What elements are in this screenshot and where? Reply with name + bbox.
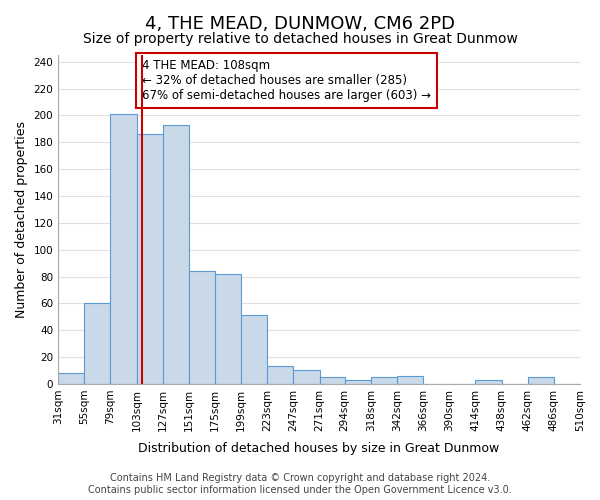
Text: 4, THE MEAD, DUNMOW, CM6 2PD: 4, THE MEAD, DUNMOW, CM6 2PD <box>145 15 455 33</box>
Bar <box>320 377 344 384</box>
Text: 4 THE MEAD: 108sqm
← 32% of detached houses are smaller (285)
67% of semi-detach: 4 THE MEAD: 108sqm ← 32% of detached hou… <box>142 59 431 102</box>
Bar <box>189 271 215 384</box>
Bar <box>215 274 241 384</box>
Bar <box>241 316 268 384</box>
Bar <box>397 376 423 384</box>
Bar <box>58 373 85 384</box>
Bar <box>475 380 502 384</box>
Text: Size of property relative to detached houses in Great Dunmow: Size of property relative to detached ho… <box>83 32 517 46</box>
Bar <box>344 380 371 384</box>
Bar <box>268 366 293 384</box>
Bar <box>110 114 137 384</box>
Bar <box>371 377 397 384</box>
Bar <box>85 304 110 384</box>
Bar <box>528 377 554 384</box>
Y-axis label: Number of detached properties: Number of detached properties <box>15 121 28 318</box>
Bar <box>137 134 163 384</box>
Bar <box>580 382 600 384</box>
Text: Contains HM Land Registry data © Crown copyright and database right 2024.
Contai: Contains HM Land Registry data © Crown c… <box>88 474 512 495</box>
Bar <box>293 370 320 384</box>
Bar <box>163 125 189 384</box>
X-axis label: Distribution of detached houses by size in Great Dunmow: Distribution of detached houses by size … <box>139 442 500 455</box>
